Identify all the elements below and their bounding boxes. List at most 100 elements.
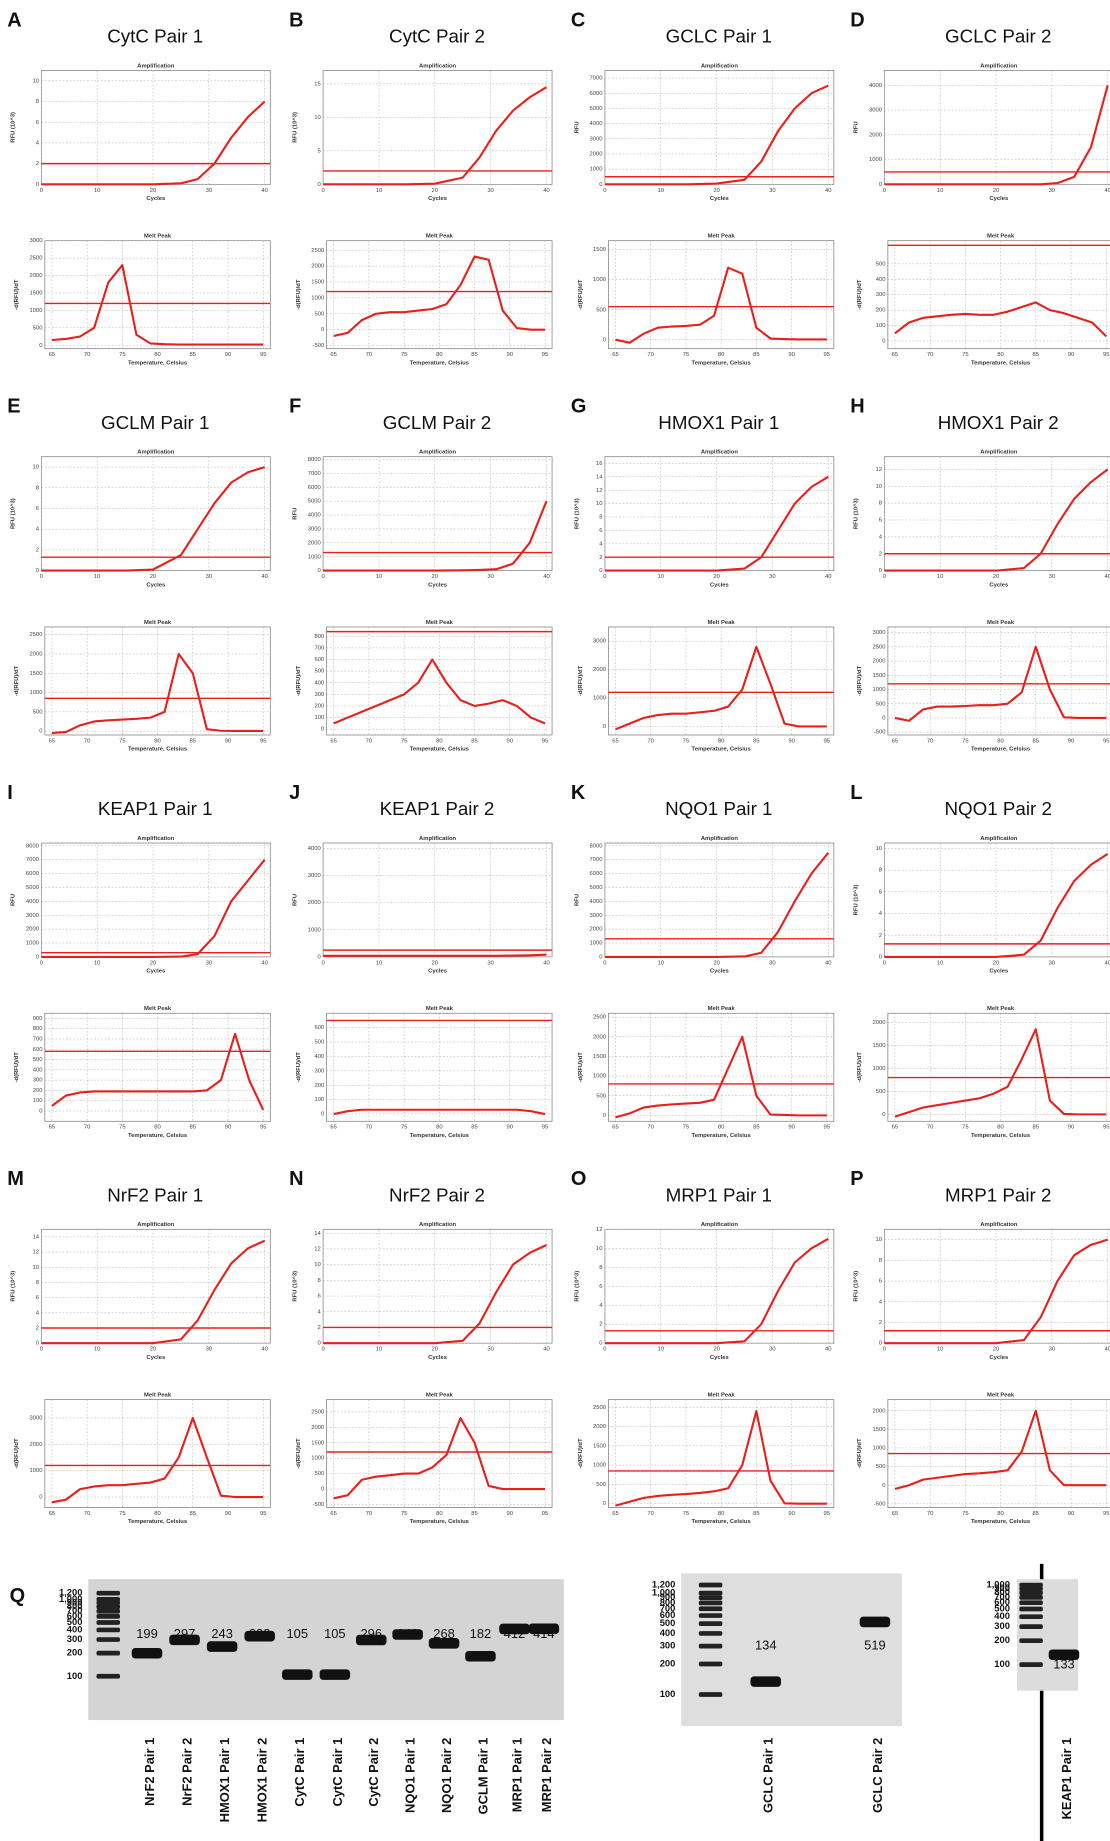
y-tick-label: 100 — [876, 323, 887, 329]
y-tick-label: 0 — [36, 568, 40, 574]
panel-letter: B — [289, 9, 303, 31]
band-size-label: 296 — [360, 1626, 382, 1641]
dna-band — [1048, 1649, 1080, 1661]
ladder-label: 400 — [994, 1610, 1010, 1621]
x-tick-label: 85 — [1033, 738, 1040, 744]
y-tick-label: 10 — [32, 78, 39, 84]
ladder-label: 100 — [660, 1688, 676, 1699]
curve — [884, 468, 1109, 572]
x-tick-label: 0 — [40, 960, 44, 966]
y-tick-label: 1000 — [590, 167, 604, 173]
x-tick-label: 65 — [892, 738, 899, 744]
band-size-label: 268 — [433, 1626, 455, 1641]
y-tick-label: 400 — [33, 1067, 44, 1073]
y-tick-label: 1500 — [593, 247, 607, 253]
x-tick-label: 95 — [1103, 1511, 1110, 1517]
curve — [894, 645, 1107, 722]
y-tick-label: 0 — [603, 337, 607, 343]
x-tick-label: 90 — [1068, 352, 1075, 358]
plot-title: Melt Peak — [708, 1392, 736, 1398]
dna-band — [499, 1623, 530, 1635]
ladder-band — [698, 1595, 723, 1601]
y-tick-label: -500 — [313, 343, 325, 349]
y-tick-label: 1000 — [29, 1468, 43, 1474]
x-tick-label: 30 — [1049, 188, 1056, 194]
plot-title: Melt Peak — [987, 1392, 1015, 1398]
dna-band — [282, 1669, 313, 1680]
x-tick-label: 20 — [150, 1347, 157, 1353]
y-tick-label: 15 — [314, 81, 321, 87]
x-tick-label: 10 — [376, 574, 383, 580]
y-axis-label: -d(RFU)/dT — [296, 1438, 302, 1469]
x-tick-label: 75 — [119, 738, 126, 744]
y-tick-label: 2 — [36, 161, 39, 167]
panel-letter: F — [289, 396, 301, 418]
x-tick-label: 70 — [647, 1125, 654, 1131]
x-tick-label: 0 — [883, 574, 887, 580]
ladder-label: 1,200 — [59, 1587, 82, 1598]
y-tick-label: 100 — [315, 1097, 326, 1103]
y-tick-label: 4000 — [308, 513, 322, 519]
dna-band — [428, 1638, 460, 1649]
y-tick-label: 2 — [879, 1320, 882, 1326]
curve — [333, 255, 546, 338]
y-tick-label: 0 — [599, 954, 603, 960]
ladder-label: 400 — [660, 1627, 676, 1638]
y-tick-label: 0 — [36, 182, 40, 188]
lane-label: CytC Pair 2 — [366, 1738, 381, 1807]
ladder-label: 300 — [660, 1640, 676, 1651]
y-tick-label: 10 — [875, 484, 882, 490]
ladder-label: 400 — [67, 1623, 83, 1634]
plot-frame — [40, 1228, 271, 1344]
y-tick-label: 0 — [603, 1113, 607, 1119]
y-tick-label: 5000 — [590, 885, 604, 891]
lane-label: MRP1 Pair 2 — [539, 1738, 554, 1813]
ladder-label: 500 — [67, 1616, 83, 1627]
band-size-label: 332 — [249, 1626, 271, 1641]
y-tick-label: 1000 — [29, 690, 43, 696]
lane-label: MRP1 Pair 1 — [509, 1738, 524, 1813]
gel-image — [88, 1579, 564, 1721]
y-axis-label: -d(RFU)/dT — [857, 279, 863, 310]
curve — [615, 1035, 827, 1119]
y-tick-label: 500 — [315, 669, 326, 675]
y-tick-label: 4 — [879, 534, 883, 540]
ladder-band — [96, 1604, 120, 1610]
y-axis-label: RFU — [574, 894, 580, 906]
panel-letter: J — [289, 782, 300, 804]
y-tick-label: 800 — [33, 1026, 44, 1032]
x-tick-label: 20 — [993, 960, 1000, 966]
x-tick-label: 85 — [190, 738, 197, 744]
y-tick-label: 2000 — [311, 264, 325, 270]
y-tick-label: 2500 — [29, 632, 43, 638]
curve — [894, 1028, 1107, 1118]
y-tick-label: -500 — [313, 1502, 325, 1508]
x-tick-label: 75 — [962, 1125, 969, 1131]
ladder-band — [96, 1650, 120, 1656]
y-axis-label: RFU (10^3) — [11, 112, 17, 143]
dna-band — [859, 1616, 891, 1628]
y-tick-label: 3000 — [29, 238, 43, 244]
x-tick-label: 10 — [657, 574, 664, 580]
plot-title: Amplification — [980, 450, 1018, 456]
ladder-band — [96, 1608, 120, 1614]
x-axis-label: Temperature, Celsius — [971, 747, 1031, 753]
ladder-band — [1019, 1624, 1043, 1629]
y-tick-label: 500 — [33, 325, 44, 331]
x-tick-label: 70 — [366, 1125, 373, 1131]
x-tick-label: 40 — [825, 960, 832, 966]
ladder-label: 100 — [994, 1658, 1010, 1669]
y-tick-label: 12 — [32, 1250, 39, 1256]
x-tick-label: 80 — [154, 738, 161, 744]
plot-frame — [887, 240, 1110, 350]
x-tick-label: 75 — [962, 1511, 969, 1517]
y-tick-label: 6 — [318, 1294, 321, 1300]
ladder-label: 200 — [994, 1634, 1010, 1645]
plot-frame — [40, 842, 271, 958]
curve — [41, 100, 266, 186]
x-tick-label: 10 — [94, 960, 101, 966]
band-size-label: 105 — [324, 1626, 346, 1641]
x-tick-label: 0 — [603, 188, 607, 194]
y-tick-label: -500 — [874, 730, 886, 736]
panel-letter: E — [7, 396, 20, 418]
